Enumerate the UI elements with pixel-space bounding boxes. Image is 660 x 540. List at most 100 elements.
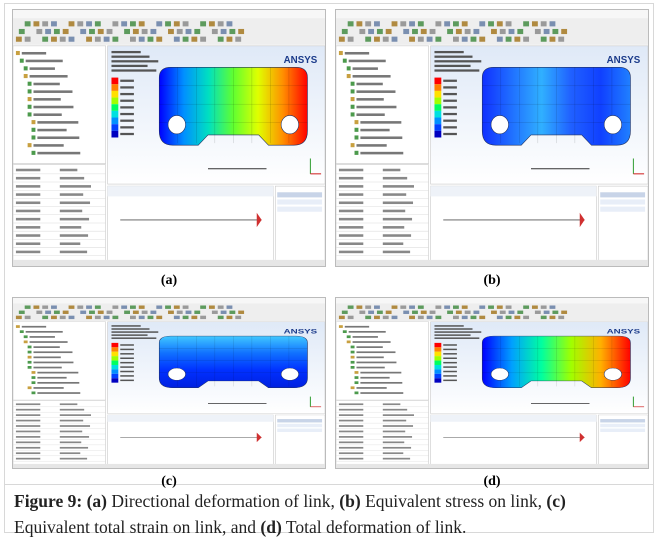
tree-item	[356, 362, 396, 364]
tree-item	[356, 351, 395, 353]
toolbar-icon	[550, 21, 556, 26]
legend-text	[443, 80, 457, 82]
legend-text	[120, 100, 134, 102]
toolbar-icon	[412, 29, 418, 34]
status-bar	[13, 464, 325, 468]
tree-item	[37, 382, 79, 384]
details-text	[60, 177, 84, 180]
toolbar-icon	[156, 316, 162, 319]
toolbar-icon	[142, 29, 148, 34]
details-text	[60, 403, 78, 405]
toolbar-icon	[112, 316, 118, 319]
toolbar-icon	[435, 37, 441, 42]
toolbar-icon	[86, 21, 92, 26]
toolbar-icon	[523, 305, 529, 308]
toolbar-icon	[177, 311, 183, 314]
viewport-info	[111, 337, 156, 338]
toolbar-icon	[156, 21, 162, 26]
details-text	[383, 403, 401, 405]
toolbar-icon	[86, 316, 92, 319]
viewport-info	[111, 69, 156, 71]
tree-icon	[351, 97, 355, 101]
toolbar-icon	[427, 37, 433, 42]
details-text	[383, 242, 403, 245]
toolbar-icon	[42, 316, 48, 319]
details-text	[16, 431, 40, 433]
toolbar-icon	[168, 29, 174, 34]
tabular-row	[600, 419, 645, 422]
tree-item	[33, 98, 60, 101]
details-text	[383, 458, 410, 460]
details-text	[16, 218, 40, 221]
details-text	[60, 431, 82, 433]
toolbar-icon	[60, 316, 66, 319]
details-text	[339, 420, 363, 422]
tree-item	[37, 377, 66, 379]
tree-icon	[355, 151, 359, 155]
toolbar-icon	[403, 311, 409, 314]
toolbar-icon	[514, 316, 520, 319]
toolbar-icon	[156, 305, 162, 308]
toolbar-icon	[523, 21, 529, 26]
tree-icon	[28, 386, 32, 389]
toolbar-icon	[552, 29, 558, 34]
legend-text	[443, 100, 457, 102]
toolbar-icon	[191, 37, 197, 42]
tree-item	[360, 372, 401, 374]
toolbar-icon	[212, 311, 218, 314]
toolbar-icon	[121, 21, 127, 26]
toolbar-icon	[479, 37, 485, 42]
legend-text	[443, 93, 457, 95]
tree-icon	[28, 112, 32, 116]
toolbar-icon	[523, 316, 529, 319]
details-text	[16, 414, 40, 416]
details-text	[60, 169, 78, 172]
toolbar-icon	[104, 316, 110, 319]
tree-icon	[351, 143, 355, 147]
tree-icon	[351, 89, 355, 93]
toolbar-icon	[77, 21, 83, 26]
tree-item	[30, 336, 55, 338]
toolbar-icon	[139, 305, 145, 308]
toolbar-icon	[386, 29, 392, 34]
tree-icon	[28, 366, 32, 369]
legend-text	[443, 126, 457, 128]
details-text	[60, 452, 80, 454]
toolbar-icon	[33, 21, 39, 26]
ansys-logo: ANSYS	[284, 327, 318, 335]
tree-item	[33, 367, 61, 369]
toolbar-icon	[42, 21, 48, 26]
details-text	[16, 441, 40, 443]
toolbar-icon	[386, 311, 392, 314]
toolbar-icon	[229, 311, 235, 314]
hole	[491, 115, 509, 133]
details-text	[339, 436, 363, 438]
toolbar-icon	[479, 305, 485, 308]
toolbar-icon	[339, 316, 345, 319]
toolbar-icon	[95, 21, 101, 26]
toolbar-icon	[63, 29, 69, 34]
toolbar-icon	[550, 305, 556, 308]
toolbar-icon	[409, 305, 415, 308]
toolbar-icon	[194, 29, 200, 34]
tree-item	[349, 60, 386, 63]
legend-text	[443, 133, 457, 135]
tree-icon	[347, 66, 351, 70]
toolbar-icon	[506, 316, 512, 319]
toolbar-icon	[368, 29, 374, 34]
tree-icon	[28, 346, 32, 349]
ansys-logo: ANSYS	[607, 55, 641, 66]
legend-text	[120, 358, 134, 359]
toolbar-icon	[209, 21, 215, 26]
toolbar-icon	[356, 21, 362, 26]
tabular-row	[600, 192, 645, 197]
toolbar-icon	[392, 305, 398, 308]
figure-number: Figure 9:	[14, 491, 82, 511]
toolbar-icon	[200, 21, 206, 26]
details-text	[339, 201, 363, 204]
toolbar-icon	[444, 21, 450, 26]
toolbar-icon	[456, 311, 462, 314]
toolbar-icon	[392, 316, 398, 319]
tree-icon	[351, 82, 355, 86]
tree-icon	[355, 376, 359, 379]
